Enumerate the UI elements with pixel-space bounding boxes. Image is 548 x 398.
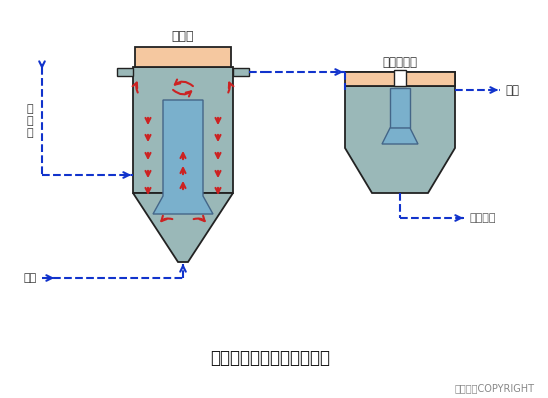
Polygon shape xyxy=(153,100,213,214)
Text: 原
污
水: 原 污 水 xyxy=(27,104,33,138)
Polygon shape xyxy=(133,193,233,262)
Text: 空气: 空气 xyxy=(24,273,37,283)
Text: 流化床: 流化床 xyxy=(172,31,194,43)
Polygon shape xyxy=(233,68,249,76)
Polygon shape xyxy=(135,47,231,67)
Polygon shape xyxy=(117,68,133,76)
Text: 三相生物流化床的工艺流程: 三相生物流化床的工艺流程 xyxy=(210,349,330,367)
Text: 东方仿真COPYRIGHT: 东方仿真COPYRIGHT xyxy=(455,383,535,393)
Polygon shape xyxy=(345,72,455,86)
Polygon shape xyxy=(133,67,233,193)
Text: 出水: 出水 xyxy=(505,84,519,96)
Polygon shape xyxy=(390,88,410,128)
Polygon shape xyxy=(345,72,455,86)
Polygon shape xyxy=(345,86,455,193)
Text: 二次沉淠池: 二次沉淠池 xyxy=(383,55,418,68)
Polygon shape xyxy=(382,128,418,144)
Polygon shape xyxy=(394,70,406,86)
Text: 污泥排放: 污泥排放 xyxy=(470,213,496,223)
